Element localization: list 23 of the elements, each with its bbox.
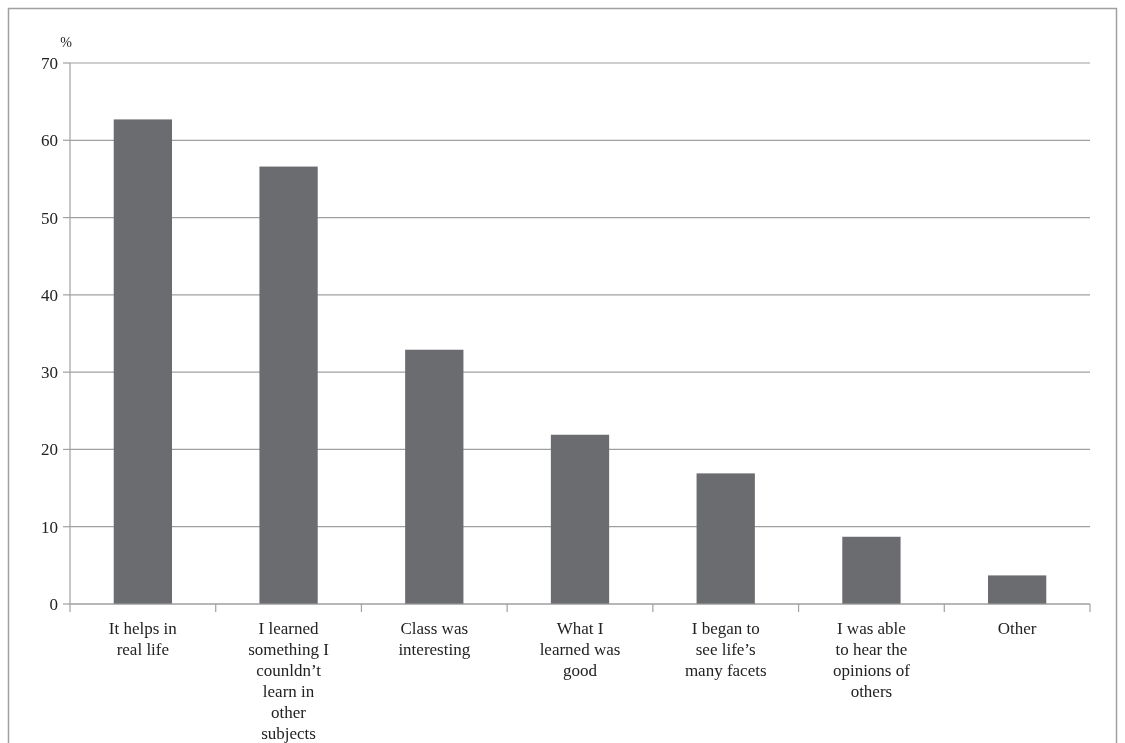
bar <box>696 473 755 604</box>
y-tick-label: 50 <box>41 208 58 228</box>
bar <box>405 349 464 604</box>
x-tick-label: It helps in real life <box>108 619 178 659</box>
x-tick-label: I was able to hear the opinions of others <box>832 619 911 701</box>
x-tick-label: I began to see life’s many facets <box>684 619 767 680</box>
x-tick-label: What I learned was good <box>539 619 621 680</box>
y-tick-label: 40 <box>41 285 58 305</box>
bar <box>842 536 901 604</box>
y-tick-label: 30 <box>41 363 58 383</box>
y-tick-label: 60 <box>41 131 58 151</box>
y-tick-label: 70 <box>41 53 58 73</box>
y-axis-title: % <box>60 35 73 50</box>
bar <box>550 434 610 604</box>
y-tick-label: 10 <box>41 517 58 537</box>
x-tick-label: Class was interesting <box>398 619 471 659</box>
x-tick-label: I learned something I counldn’t learn in other subjects <box>248 619 330 743</box>
y-tick-label: 0 <box>49 594 58 614</box>
bar <box>259 166 318 604</box>
x-tick-label: Other <box>997 619 1037 638</box>
bar <box>113 119 172 604</box>
y-tick-label: 20 <box>41 440 58 460</box>
bar <box>988 575 1047 604</box>
